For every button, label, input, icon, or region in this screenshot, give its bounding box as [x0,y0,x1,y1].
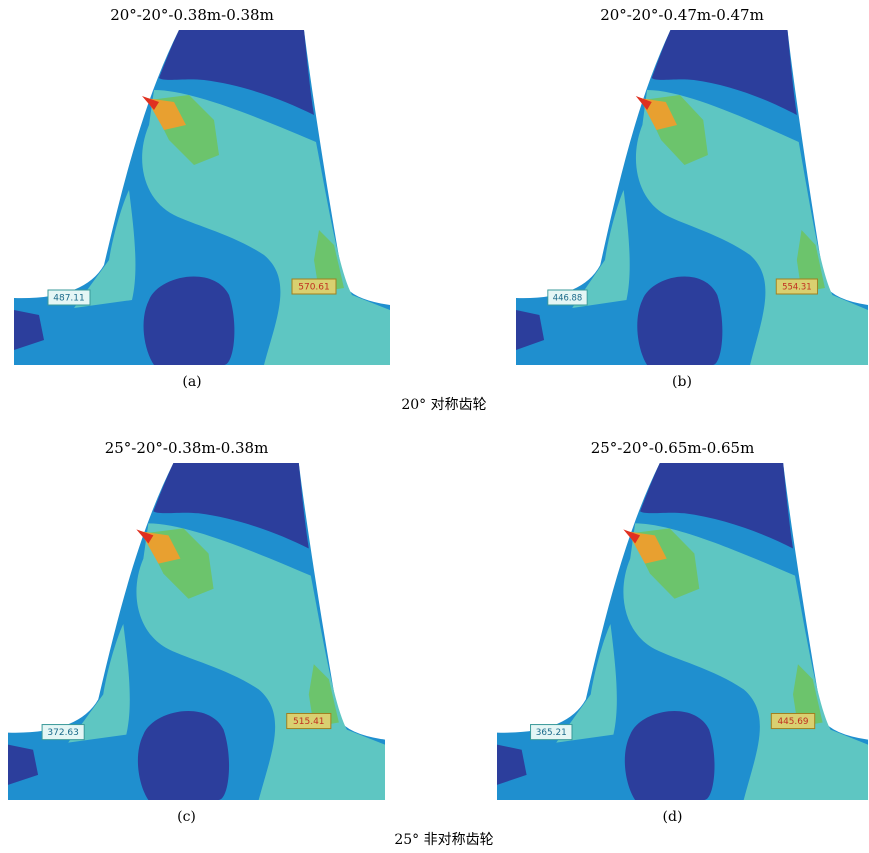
right-value: 570.61 [298,283,330,293]
left-value: 446.88 [553,293,582,303]
tooth-stress-map [497,463,868,800]
group-caption: 20° 对称齿轮 [401,397,486,413]
panel-label: (c) [177,809,196,825]
left-value: 372.63 [47,728,79,738]
contour-plot: 487.11 570.61 [14,30,390,365]
tooth-stress-map [516,30,868,365]
left-value: 487.11 [53,294,85,304]
panel-label: (a) [182,374,201,390]
contour-plot: 365.21 445.69 [497,463,868,800]
right-value: 445.69 [777,717,808,727]
tooth-stress-map [14,30,390,365]
right-value: 554.31 [782,282,811,292]
panel-label: (d) [663,809,683,825]
contour-plot: 372.63 515.41 [8,463,385,800]
panel-title: 25°-20°-0.65m-0.65m [591,439,755,457]
group-caption: 25° 非对称齿轮 [394,832,493,848]
panel-title: 20°-20°-0.38m-0.38m [110,6,274,24]
right-value: 515.41 [293,717,324,727]
panel-title: 20°-20°-0.47m-0.47m [600,6,764,24]
contour-plot: 446.88 554.31 [516,30,868,365]
panel-label: (b) [672,374,692,390]
figure: 20°-20°-0.38m-0.38m 487.11 570.61 (a) 20°-20… [0,0,869,853]
left-value: 365.21 [536,728,567,738]
panel-title: 25°-20°-0.38m-0.38m [105,439,269,457]
tooth-stress-map [8,463,385,800]
